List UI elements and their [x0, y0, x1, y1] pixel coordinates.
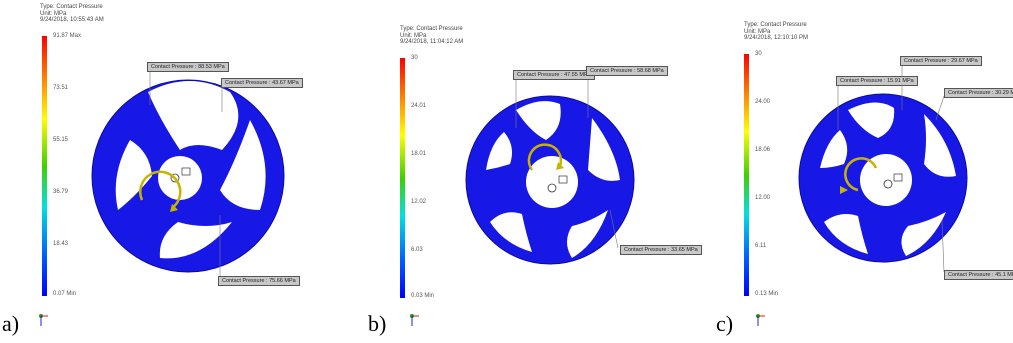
result-timestamp: 9/24/2018, 11:04:12 AM	[400, 39, 464, 46]
result-type: Type: Contact Pressure	[400, 26, 463, 32]
result-header: Type: Contact Pressure Unit: MPa 9/24/20…	[400, 26, 463, 46]
axis-triad-icon	[410, 314, 419, 326]
scale-tick: 24.00	[755, 99, 771, 105]
contact-pressure-callout: Contact Pressure : 30.29 MPa	[944, 88, 1013, 98]
axis-triad-icon	[39, 314, 48, 326]
contact-pressure-callout: Contact Pressure : 47.55 MPa	[513, 70, 595, 80]
contact-pressure-callout: Contact Pressure : 43.67 MPa	[221, 78, 303, 88]
scale-tick: 6.03	[411, 247, 423, 253]
result-unit: Unit: MPa	[400, 32, 427, 39]
panel-c: Type: Contact Pressure Unit: MPa 9/24/20…	[680, 0, 1013, 343]
contact-pressure-callout: Contact Pressure : 75.66 MPa	[218, 276, 300, 286]
scale-max: 30	[411, 55, 418, 61]
axis-triad-icon	[756, 314, 765, 326]
scale-tick: 24.01	[411, 103, 427, 109]
color-scale-bar	[744, 54, 749, 296]
contact-pressure-callout: Contact Pressure : 33.65 MPa	[620, 245, 702, 255]
result-timestamp: 9/24/2018, 12:10:10 PM	[744, 35, 809, 42]
scale-tick: 55.15	[53, 137, 69, 143]
scale-max: 30	[755, 51, 762, 57]
contact-pressure-callout: Contact Pressure : 29.67 MPa	[900, 56, 982, 66]
result-unit: Unit: MPa	[744, 28, 771, 35]
scale-tick: 18.06	[755, 147, 771, 153]
scale-tick: 18.01	[411, 151, 427, 157]
rotation-arrow-icon	[844, 157, 878, 192]
panel-label: c)	[716, 311, 734, 336]
contact-pressure-callout: Contact Pressure : 58.68 MPa	[586, 66, 668, 76]
result-unit: Unit: MPa	[40, 10, 67, 17]
result-type: Type: Contact Pressure	[744, 22, 807, 28]
scale-tick: 12.02	[411, 199, 427, 205]
color-scale-bar	[400, 58, 405, 298]
scale-tick: 36.79	[53, 189, 69, 195]
panel-label: a)	[2, 311, 20, 336]
result-timestamp: 9/24/2018, 10:55:43 AM	[40, 17, 104, 24]
scale-tick: 12.00	[755, 195, 771, 201]
rotation-arrow-icon	[139, 170, 182, 210]
result-type: Type: Contact Pressure	[40, 4, 103, 10]
result-header: Type: Contact Pressure Unit: MPa 9/24/20…	[40, 4, 104, 24]
pump-model	[465, 74, 635, 265]
contact-pressure-callout: Contact Pressure : 15.91 MPa	[836, 76, 918, 86]
pump-model	[798, 62, 968, 273]
contact-pressure-callout: Contact Pressure : 88.53 MPa	[147, 62, 229, 72]
panel-b: Type: Contact Pressure Unit: MPa 9/24/20…	[340, 0, 702, 343]
scale-min: 0.03 Min	[411, 293, 435, 299]
result-header: Type: Contact Pressure Unit: MPa 9/24/20…	[744, 22, 808, 42]
scale-max: 91.87 Max	[53, 33, 82, 39]
pump-model	[91, 70, 285, 276]
scale-tick: 6.11	[755, 243, 767, 249]
color-scale-bar	[42, 36, 47, 296]
rotation-arrow-icon	[527, 143, 563, 171]
scale-tick: 73.51	[53, 85, 69, 91]
panel-a: Type: Contact Pressure Unit: MPa 9/24/20…	[0, 0, 340, 343]
panel-label: b)	[368, 311, 387, 336]
scale-tick: 18.43	[53, 241, 69, 247]
scale-min: 0.07 Min	[53, 291, 77, 297]
contact-pressure-callout: Contact Pressure : 45.1 MPa	[944, 270, 1013, 280]
scale-min: 0.13 Min	[755, 291, 779, 297]
